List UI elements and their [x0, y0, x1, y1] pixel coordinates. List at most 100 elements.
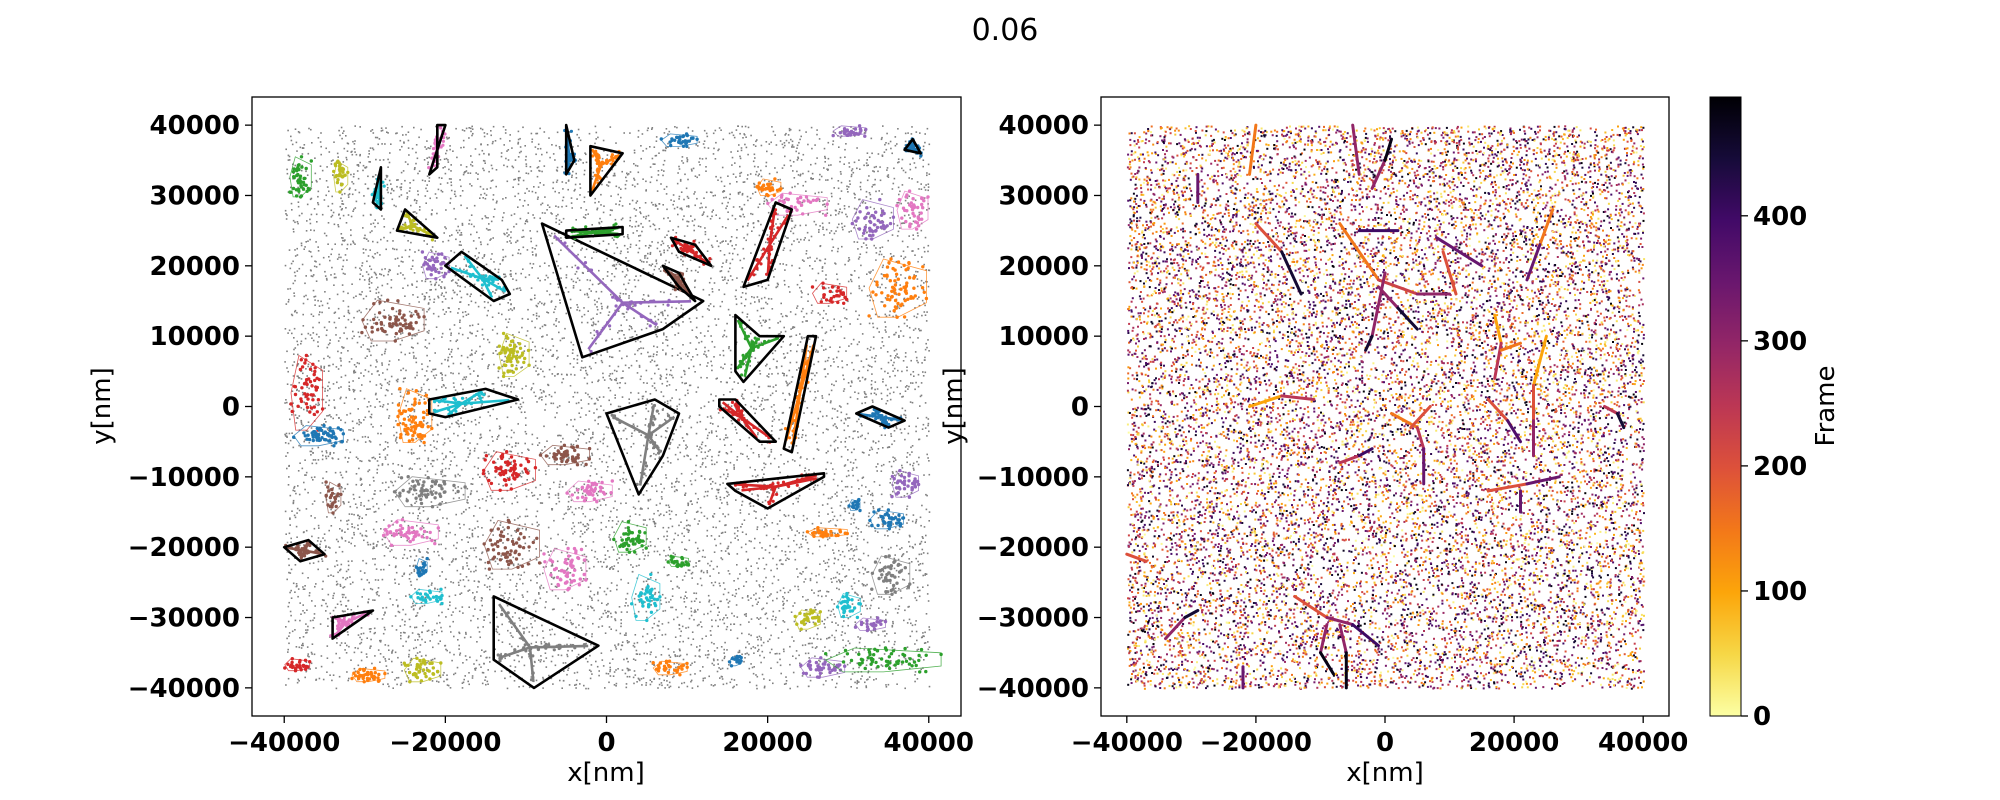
left-background-point: [761, 308, 763, 310]
left-background-point: [847, 486, 849, 488]
left-background-point: [571, 267, 573, 269]
left-background-point: [878, 441, 880, 443]
left-background-point: [340, 397, 342, 399]
left-background-point: [443, 681, 445, 683]
left-background-point: [869, 295, 871, 297]
left-background-point: [590, 583, 592, 585]
left-background-point: [564, 514, 566, 516]
left-background-point: [549, 453, 551, 455]
left-background-point: [696, 337, 698, 339]
left-background-point: [695, 175, 697, 177]
left-background-point: [705, 429, 707, 431]
left-background-point: [429, 177, 431, 179]
left-background-point: [320, 366, 322, 368]
left-background-point: [532, 247, 534, 249]
left-background-point: [688, 531, 690, 533]
left-background-point: [806, 458, 808, 460]
left-background-point: [585, 658, 587, 660]
left-background-point: [827, 451, 829, 453]
left-background-point: [475, 424, 477, 426]
left-background-point: [381, 269, 383, 271]
left-background-point: [598, 298, 600, 300]
left-background-point: [341, 233, 343, 235]
left-background-point: [704, 496, 706, 498]
left-background-point: [672, 595, 674, 597]
left-background-point: [713, 133, 715, 135]
left-background-point: [422, 272, 424, 274]
left-background-point: [627, 605, 629, 607]
left-background-point: [482, 257, 484, 259]
left-background-point: [796, 334, 798, 336]
left-background-point: [877, 531, 879, 533]
left-background-point: [655, 434, 657, 436]
left-background-point: [385, 546, 387, 548]
left-background-point: [360, 269, 362, 271]
left-background-point: [384, 627, 386, 629]
left-background-point: [539, 280, 541, 282]
left-background-point: [712, 288, 714, 290]
left-background-point: [354, 398, 356, 400]
left-background-point: [521, 236, 523, 238]
left-background-point: [508, 567, 510, 569]
left-background-point: [359, 637, 361, 639]
left-background-point: [577, 355, 579, 357]
left-background-point: [647, 258, 649, 260]
left-background-point: [286, 169, 288, 171]
left-background-point: [639, 240, 641, 242]
left-background-point: [555, 205, 557, 207]
left-background-point: [609, 568, 611, 570]
left-background-point: [377, 144, 379, 146]
left-background-point: [392, 499, 394, 501]
left-background-point: [857, 535, 859, 537]
left-background-point: [912, 547, 914, 549]
left-background-point: [650, 651, 652, 653]
left-background-point: [773, 611, 775, 613]
left-background-point: [720, 242, 722, 244]
left-background-point: [433, 313, 435, 315]
left-background-point: [917, 235, 919, 237]
left-background-point: [807, 232, 809, 234]
left-background-point: [616, 264, 618, 266]
left-background-point: [875, 530, 877, 532]
left-background-point: [724, 623, 726, 625]
left-background-point: [802, 538, 804, 540]
left-background-point: [535, 350, 537, 352]
left-background-point: [488, 229, 490, 231]
left-background-point: [624, 449, 626, 451]
left-background-point: [637, 200, 639, 202]
left-background-point: [376, 398, 378, 400]
left-background-point: [812, 173, 814, 175]
left-background-point: [689, 540, 691, 542]
left-background-point: [367, 176, 369, 178]
left-background-point: [600, 405, 602, 407]
left-background-point: [672, 526, 674, 528]
left-background-point: [284, 434, 286, 436]
left-background-point: [355, 366, 357, 368]
left-background-point: [747, 154, 749, 156]
left-background-point: [364, 572, 366, 574]
left-background-point: [341, 244, 343, 246]
left-background-point: [424, 159, 426, 161]
left-background-point: [626, 312, 628, 314]
left-background-point: [358, 665, 360, 667]
left-background-point: [477, 526, 479, 528]
left-background-point: [708, 676, 710, 678]
left-background-point: [475, 302, 477, 304]
left-background-point: [566, 274, 568, 276]
left-background-point: [354, 370, 356, 372]
left-background-point: [727, 202, 729, 204]
left-background-point: [854, 549, 856, 551]
left-background-point: [450, 198, 452, 200]
left-background-point: [589, 280, 591, 282]
left-background-point: [704, 351, 706, 353]
left-background-point: [866, 660, 868, 662]
left-background-point: [593, 541, 595, 543]
left-background-point: [679, 168, 681, 170]
left-background-point: [921, 280, 923, 282]
left-background-point: [395, 582, 397, 584]
left-background-point: [840, 441, 842, 443]
left-background-point: [537, 197, 539, 199]
left-background-point: [445, 387, 447, 389]
left-background-point: [442, 476, 444, 478]
left-background-point: [285, 265, 287, 267]
